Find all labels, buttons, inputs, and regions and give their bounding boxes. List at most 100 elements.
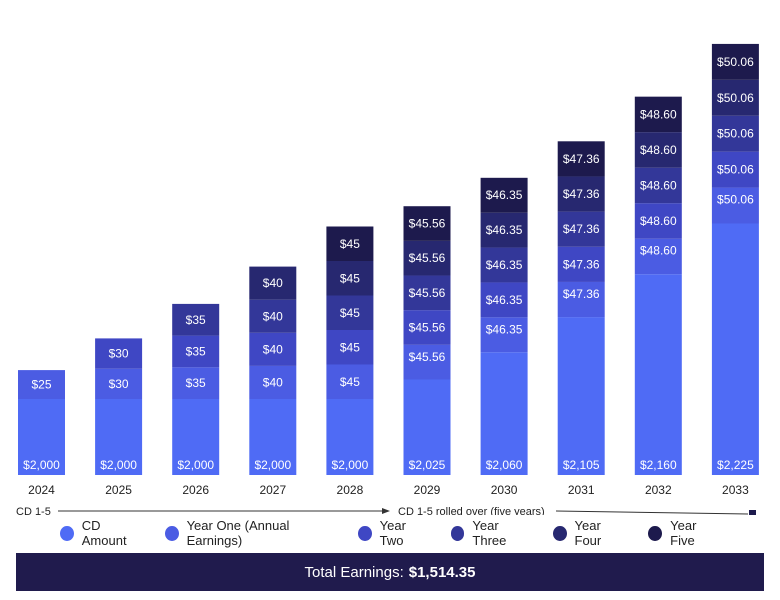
legend-swatch-2 <box>357 525 372 541</box>
total-earnings-value: $1,514.35 <box>408 563 476 581</box>
data-label-2032-2: $48.60 <box>640 214 677 228</box>
x-tick-2033: 2033 <box>722 483 749 497</box>
legend-swatch-0 <box>60 525 74 541</box>
legend-swatch-1 <box>164 525 179 541</box>
data-label-2025-2: $30 <box>109 347 129 361</box>
bar-segment-2032-0 <box>634 274 682 475</box>
bar-segment-2032-3 <box>634 167 682 204</box>
annotation-cd-1-5: CD 1-5 <box>16 506 51 515</box>
bar-segment-2033-1 <box>711 187 759 224</box>
legend-item-1: Year One (Annual Earnings) <box>164 518 336 548</box>
bar-segment-2032-4 <box>634 132 682 168</box>
data-label-2029-5: $45.56 <box>409 217 446 231</box>
data-label-2029-1: $45.56 <box>409 350 446 364</box>
annotation-rolled-over: CD 1-5 rolled over (five years) <box>398 506 545 515</box>
bar-segment-2030-4 <box>480 212 528 248</box>
data-label-2031-3: $47.36 <box>563 222 600 236</box>
bar-segment-2028-2 <box>326 330 374 365</box>
bar-segment-2024-1 <box>18 370 65 399</box>
bar-2028: $2,000 $45 $45 $45 $45 $45 <box>326 226 374 475</box>
legend-item-4: Year Four <box>552 518 627 548</box>
legend-label-2: Year Two <box>379 518 406 548</box>
bar-segment-2030-0 <box>480 352 528 475</box>
annotation-arrowhead-left <box>382 508 390 514</box>
bar-2030: $2,060 $46.35 $46.35 $46.35 $46.35 $46.35 <box>480 177 528 475</box>
data-label-2031-5: $47.36 <box>563 152 600 166</box>
bar-segment-2031-3 <box>557 211 605 247</box>
x-tick-2028: 2028 <box>337 483 364 497</box>
data-label-2033-2: $50.06 <box>717 163 754 177</box>
data-label-2025-0: $2,000 <box>100 458 137 472</box>
data-label-2033-0: $2,225 <box>717 458 754 472</box>
total-earnings-banner: Total Earnings: $1,514.35 <box>16 553 764 591</box>
data-label-2029-0: $2,025 <box>409 458 446 472</box>
x-tick-2027: 2027 <box>259 483 286 497</box>
data-label-2033-4: $50.06 <box>717 91 754 105</box>
bar-2032: $2,160 $48.60 $48.60 $48.60 $48.60 $48.60 <box>634 96 682 475</box>
data-label-2032-5: $48.60 <box>640 107 677 121</box>
bar-segment-2030-1 <box>480 317 528 353</box>
bar-segment-2029-5 <box>403 206 451 241</box>
bar-segment-2031-2 <box>557 246 605 282</box>
legend-item-0: CD Amount <box>60 518 143 548</box>
data-label-2032-1: $48.60 <box>640 244 677 258</box>
bar-segment-2029-1 <box>403 344 451 380</box>
data-label-2028-2: $45 <box>340 340 360 354</box>
data-label-2025-1: $30 <box>109 377 129 391</box>
bar-segment-2027-4 <box>249 266 297 300</box>
bar-segment-2026-1 <box>172 367 220 399</box>
bar-segment-2026-2 <box>172 335 220 368</box>
bar-segment-2026-3 <box>172 303 220 336</box>
data-label-2031-4: $47.36 <box>563 187 600 201</box>
x-tick-2031: 2031 <box>568 483 595 497</box>
bar-segment-2033-0 <box>711 223 759 475</box>
data-label-2028-1: $45 <box>340 375 360 389</box>
data-label-2024-0: $2,000 <box>23 458 60 472</box>
bar-segment-2028-1 <box>326 364 374 399</box>
bar-2029: $2,025 $45.56 $45.56 $45.56 $45.56 $45.56 <box>403 206 451 475</box>
bar-segment-2032-5 <box>634 96 682 133</box>
bar-segment-2028-4 <box>326 261 374 296</box>
stacked-bar-chart: $2,000 $25 2024 $2,000 $30 $30 2025 $2,000 $35 $3… <box>16 43 759 515</box>
bar-2027: $2,000 $40 $40 $40 $40 <box>249 266 297 475</box>
data-label-2032-4: $48.60 <box>640 143 677 157</box>
legend-label-0: CD Amount <box>81 518 127 548</box>
data-label-2028-5: $45 <box>340 237 360 251</box>
data-label-2033-5: $50.06 <box>717 55 754 69</box>
bar-segment-2032-1 <box>634 238 682 275</box>
data-label-2028-4: $45 <box>340 271 360 285</box>
data-label-2030-0: $2,060 <box>486 458 523 472</box>
data-label-2033-1: $50.06 <box>717 193 754 207</box>
data-label-2027-1: $40 <box>263 375 283 389</box>
legend-swatch-5 <box>648 525 663 541</box>
legend-swatch-3 <box>450 525 465 541</box>
bar-segment-2033-4 <box>711 79 759 116</box>
data-label-2026-2: $35 <box>186 344 206 358</box>
data-label-2026-0: $2,000 <box>177 458 214 472</box>
data-label-2030-3: $46.35 <box>486 258 523 272</box>
data-label-2031-2: $47.36 <box>563 257 600 271</box>
bar-segment-2025-1 <box>95 368 143 399</box>
legend-swatch-4 <box>552 525 567 541</box>
bar-segment-2033-2 <box>711 151 759 188</box>
bar-segment-2029-2 <box>403 310 451 345</box>
bar-segment-2028-5 <box>326 226 374 261</box>
x-tick-2025: 2025 <box>105 483 132 497</box>
data-label-2032-0: $2,160 <box>640 458 677 472</box>
bar-segment-2030-3 <box>480 247 528 283</box>
data-label-2029-3: $45.56 <box>409 286 446 300</box>
data-label-2033-3: $50.06 <box>717 127 754 141</box>
bar-segment-2031-0 <box>557 317 605 475</box>
data-label-2027-2: $40 <box>263 342 283 356</box>
data-label-2030-2: $46.35 <box>486 293 523 307</box>
bar-segment-2029-3 <box>403 275 451 311</box>
bar-segment-2029-4 <box>403 240 451 276</box>
data-label-2030-5: $46.35 <box>486 188 523 202</box>
data-label-2032-3: $48.60 <box>640 178 677 192</box>
data-label-2026-1: $35 <box>186 376 206 390</box>
chart-legend: CD Amount Year One (Annual Earnings) Year … <box>60 518 720 548</box>
data-label-2026-3: $35 <box>186 313 206 327</box>
bar-segment-2026-0 <box>172 399 220 475</box>
bar-segment-2027-1 <box>249 365 297 399</box>
bar-2024: $2,000 $25 <box>18 370 65 475</box>
